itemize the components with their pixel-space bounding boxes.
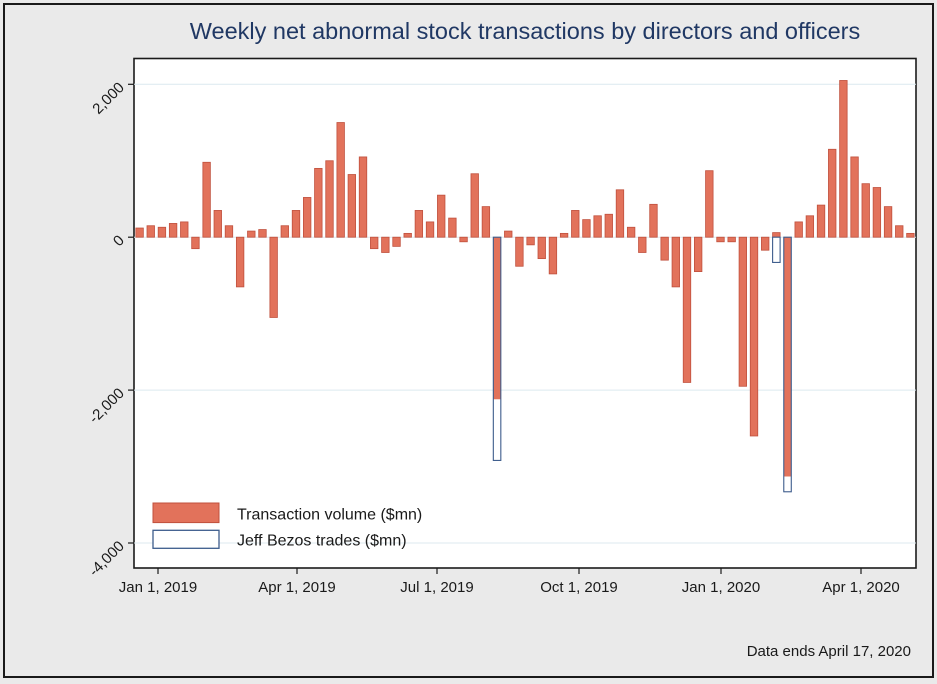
svg-text:Jeff Bezos trades ($mn): Jeff Bezos trades ($mn) (237, 532, 407, 549)
svg-text:Jan 1, 2020: Jan 1, 2020 (682, 579, 760, 596)
svg-text:Data ends April 17, 2020: Data ends April 17, 2020 (747, 643, 911, 660)
svg-text:Jan 1, 2019: Jan 1, 2019 (119, 579, 197, 596)
svg-text:Apr 1, 2020: Apr 1, 2020 (822, 579, 900, 596)
svg-text:Jul 1, 2019: Jul 1, 2019 (400, 579, 473, 596)
svg-text:Transaction volume ($mn): Transaction volume ($mn) (237, 507, 422, 524)
svg-text:Oct 1, 2019: Oct 1, 2019 (540, 579, 618, 596)
svg-text:Weekly net abnormal stock tran: Weekly net abnormal stock transactions b… (190, 18, 861, 44)
svg-text:Apr 1, 2019: Apr 1, 2019 (258, 579, 336, 596)
